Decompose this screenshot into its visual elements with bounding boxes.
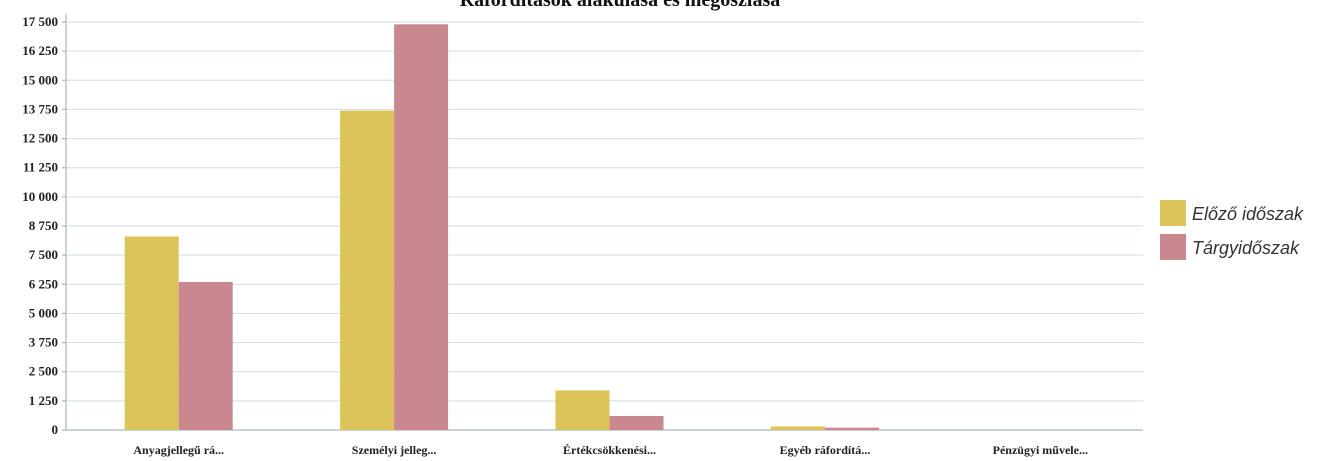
x-tick-label: Egyéb ráfordítá... xyxy=(780,443,871,457)
x-tick-label: Értékcsökkenési... xyxy=(563,443,656,457)
y-tick-label: 3 750 xyxy=(29,335,58,350)
y-tick-label: 2 500 xyxy=(29,364,58,379)
bar xyxy=(770,426,825,430)
y-tick-label: 17 500 xyxy=(22,14,58,29)
bar xyxy=(824,427,879,430)
y-tick-label: 5 000 xyxy=(29,305,58,320)
legend-label: Előző időszak xyxy=(1192,204,1304,224)
x-axis-ticks: Anyagjellegű rá... Személyi jelleg... Érté… xyxy=(133,443,1088,457)
bar xyxy=(340,110,395,430)
y-tick-label: 0 xyxy=(52,422,59,437)
y-tick-label: 12 500 xyxy=(22,131,58,146)
bar xyxy=(178,281,233,430)
y-tick-label: 1 250 xyxy=(29,393,58,408)
bars xyxy=(124,24,879,431)
y-axis-ticks: 0 1 250 2 500 3 750 5 000 6 250 7 500 8 750 10 0… xyxy=(22,14,66,437)
y-tick-label: 11 250 xyxy=(23,160,58,175)
bar xyxy=(124,236,179,430)
legend-swatch xyxy=(1160,200,1186,226)
legend-label: Tárgyidőszak xyxy=(1192,238,1300,258)
bar xyxy=(394,24,449,431)
legend-swatch xyxy=(1160,234,1186,260)
y-tick-label: 15 000 xyxy=(22,72,58,87)
y-tick-label: 8 750 xyxy=(29,218,58,233)
y-tick-label: 7 500 xyxy=(29,247,58,262)
legend: Előző időszak Tárgyidőszak xyxy=(1160,200,1304,260)
bar xyxy=(609,416,664,430)
y-tick-label: 6 250 xyxy=(29,276,58,291)
x-tick-label: Pénzügyi művele... xyxy=(993,443,1088,457)
x-tick-label: Személyi jelleg... xyxy=(352,443,437,457)
bar xyxy=(555,390,610,430)
chart-title: Ráfordítások alakulása és megoszlása xyxy=(460,0,781,11)
x-tick-label: Anyagjellegű rá... xyxy=(133,443,224,457)
y-tick-label: 13 750 xyxy=(22,101,58,116)
y-tick-label: 16 250 xyxy=(22,43,58,58)
y-tick-label: 10 000 xyxy=(22,189,58,204)
